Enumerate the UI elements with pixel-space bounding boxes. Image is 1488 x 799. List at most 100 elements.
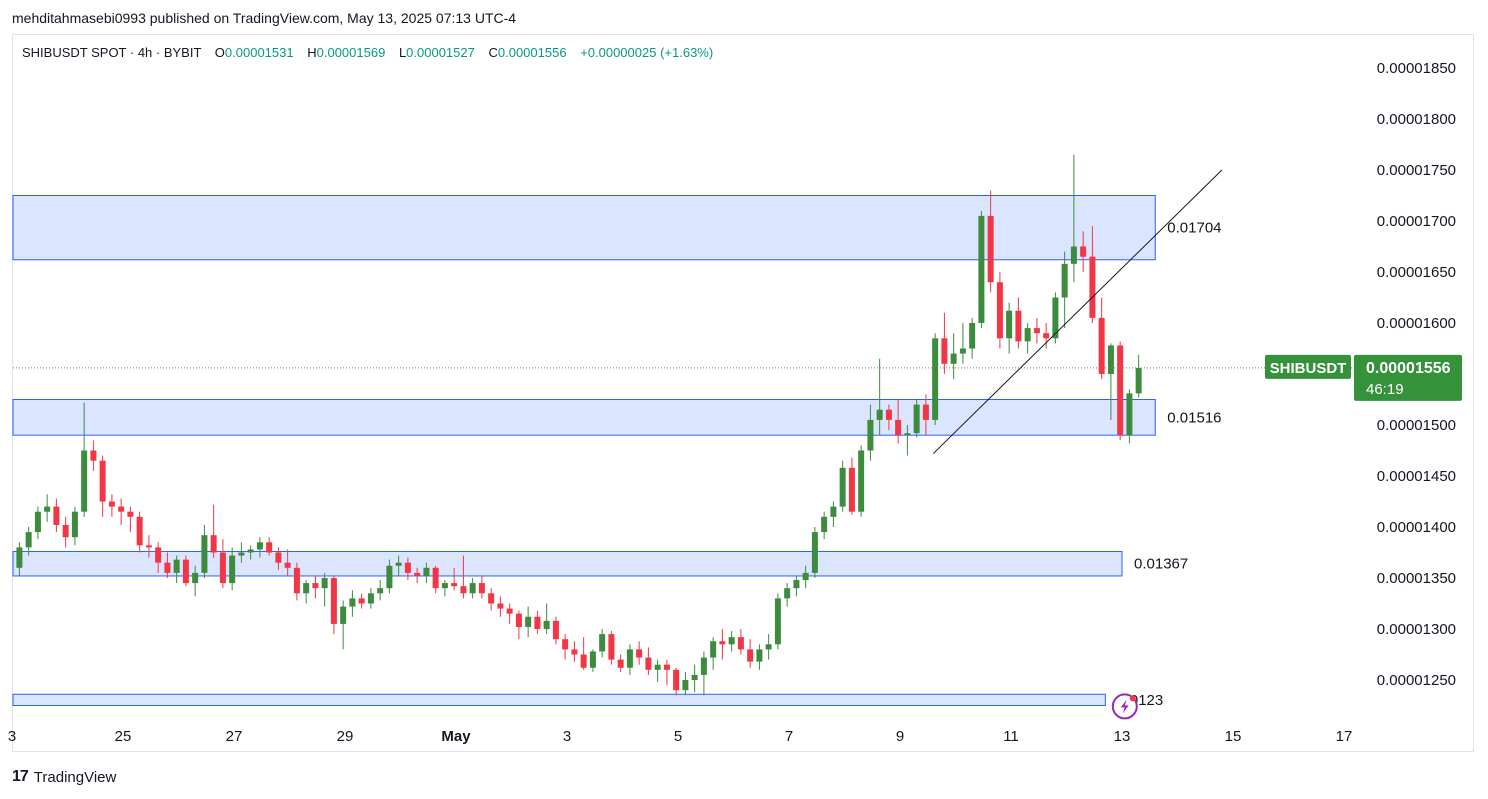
- candle-body: [784, 588, 791, 599]
- candle-body: [16, 547, 23, 568]
- zone-label: 0.01367: [1134, 556, 1188, 573]
- candles-layer: [16, 154, 1142, 696]
- y-tick-label: 0.00001350: [1377, 570, 1456, 587]
- candle-body: [451, 583, 458, 587]
- candle-body: [1126, 393, 1133, 436]
- legend-close: 0.00001556: [497, 45, 567, 60]
- candle-body: [386, 565, 393, 589]
- candle-body: [44, 506, 51, 512]
- candle-body: [913, 404, 920, 434]
- candle-body: [275, 552, 282, 563]
- candle-body: [728, 637, 735, 645]
- candle-body: [608, 634, 615, 660]
- candle-body: [811, 532, 818, 573]
- ohlc-legend: SHIBUSDT SPOT · 4h · BYBIT O0.00001531 H…: [22, 45, 713, 60]
- candle-body: [737, 637, 744, 650]
- candle-body: [1006, 310, 1013, 339]
- x-tick-label: 5: [674, 728, 682, 745]
- candle-body: [922, 404, 929, 420]
- candle-body: [229, 555, 236, 584]
- candle-body: [432, 567, 439, 589]
- candle-body: [201, 535, 208, 573]
- candle-body: [950, 353, 957, 364]
- candle-body: [1043, 333, 1050, 339]
- candle-body: [127, 511, 134, 517]
- price-tag-symbol: SHIBUSDT: [1270, 360, 1347, 377]
- candle-body: [774, 598, 781, 645]
- candle-body: [340, 606, 347, 624]
- trendline-layer: [932, 169, 1223, 454]
- legend-close-label: C: [488, 45, 498, 60]
- candle-body: [219, 552, 226, 584]
- x-tick-label: 17: [1336, 728, 1353, 745]
- candle-body: [395, 562, 402, 566]
- candle-body: [1107, 345, 1114, 374]
- candle-body: [673, 669, 680, 691]
- chart-frame: [12, 34, 1474, 752]
- candle-body: [155, 547, 162, 563]
- candle-body: [303, 583, 310, 594]
- candle-body: [25, 532, 32, 548]
- candle-body: [404, 562, 411, 573]
- candle-body: [1080, 246, 1087, 257]
- x-tick-label: 11: [1003, 728, 1019, 745]
- price-tag-value-bg: [1354, 354, 1462, 401]
- candle-body: [830, 506, 837, 517]
- candle-body: [987, 215, 994, 283]
- zone-rect: [12, 693, 1106, 707]
- candle-body: [238, 552, 245, 556]
- candle-body: [996, 282, 1003, 339]
- candle-body: [802, 572, 809, 581]
- candle-body: [99, 460, 106, 502]
- y-tick-label: 0.00001450: [1377, 468, 1456, 485]
- candle-body: [636, 649, 643, 658]
- x-tick-label: 29: [337, 728, 354, 745]
- zone-rect: [12, 399, 1156, 436]
- candle-body: [1024, 328, 1031, 342]
- x-tick-label: 9: [896, 728, 904, 745]
- x-tick-label: May: [441, 728, 471, 745]
- candle-body: [377, 588, 384, 594]
- y-tick-label: 0.00001300: [1377, 621, 1456, 638]
- candle-body: [266, 542, 273, 553]
- zone-label: 0.01704: [1167, 220, 1221, 237]
- candle-body: [895, 419, 902, 436]
- candle-body: [62, 524, 69, 538]
- candle-body: [1015, 310, 1022, 342]
- time-axis: 3 25 27 29 May 3 5 7 9 11 13 15 17: [8, 728, 1353, 745]
- candle-body: [497, 603, 504, 609]
- candle-body: [534, 616, 541, 629]
- zone-label: 0.01516: [1167, 409, 1221, 426]
- candle-body: [441, 583, 448, 589]
- candle-body: [867, 419, 874, 451]
- candle-body: [118, 506, 125, 512]
- candle-body: [90, 450, 97, 461]
- candle-body: [367, 593, 374, 604]
- candle-body: [414, 572, 421, 576]
- candle-body: [959, 348, 966, 354]
- candle-body: [469, 583, 476, 594]
- price-tag-price: 0.00001556: [1366, 360, 1451, 377]
- y-tick-label: 0.00001800: [1377, 111, 1456, 128]
- candle-body: [293, 567, 300, 594]
- candle-body: [349, 598, 356, 607]
- candle-body: [488, 593, 495, 604]
- price-tag-symbol-bg: [1265, 354, 1351, 379]
- candle-body: [210, 535, 217, 553]
- x-tick-label: 3: [563, 728, 571, 745]
- trendline: [932, 169, 1223, 454]
- footer-brand[interactable]: 17 TradingView: [12, 768, 116, 786]
- candle-body: [765, 644, 772, 650]
- zone-rect: [12, 195, 1156, 261]
- footer-brand-text: TradingView: [33, 768, 117, 786]
- candle-body: [599, 634, 606, 652]
- candle-body: [71, 511, 78, 538]
- legend-low: 0.00001527: [406, 45, 475, 60]
- candle-body: [1061, 263, 1068, 298]
- tradingview-logo-icon: 17: [12, 768, 29, 785]
- candle-body: [192, 572, 199, 584]
- candle-body: [710, 641, 717, 658]
- y-tick-label: 0.00001600: [1377, 315, 1456, 332]
